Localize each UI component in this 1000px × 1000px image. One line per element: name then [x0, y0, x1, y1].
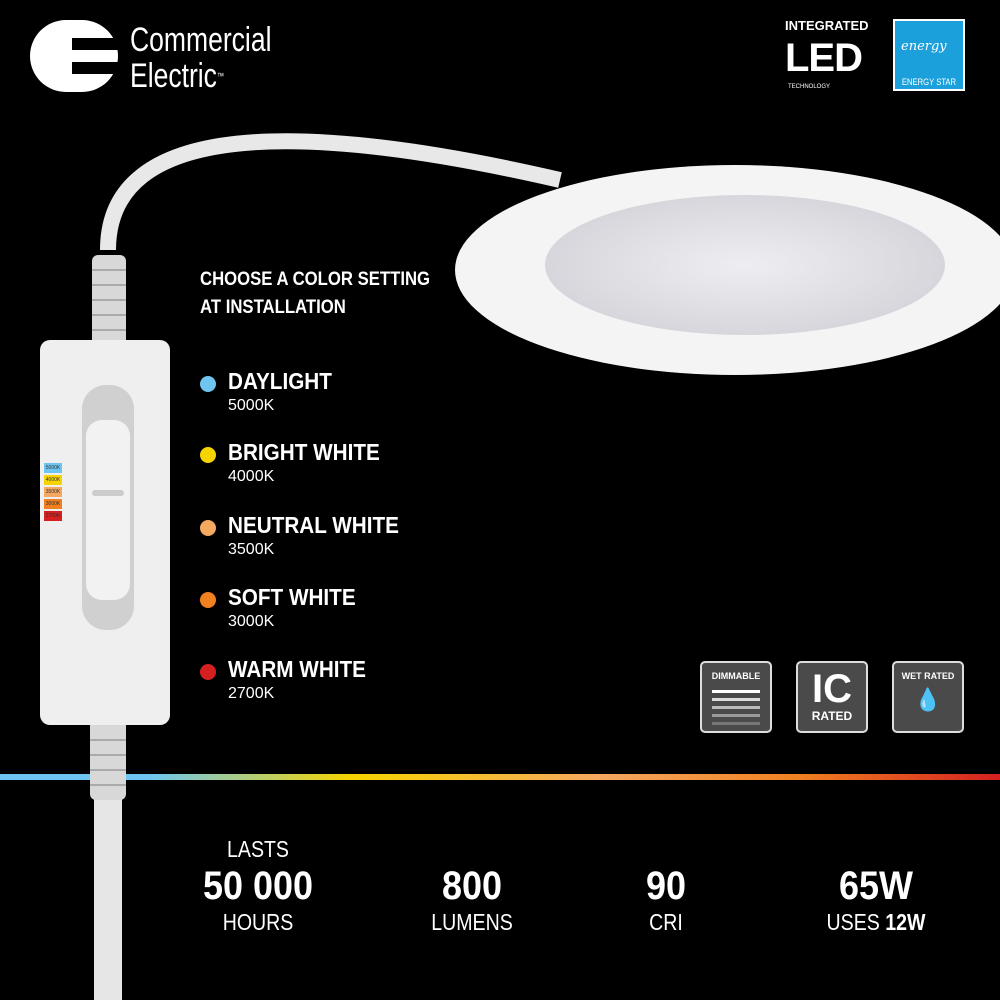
dimmer-lines-icon	[712, 690, 760, 725]
spec-cri: 90 CRI	[645, 864, 687, 935]
cord	[100, 133, 562, 251]
led-logo: LED	[785, 36, 863, 80]
swatch-3500k: 3500K	[44, 487, 62, 497]
technology-label: TECHNOLOGY	[788, 84, 831, 90]
downlight-lens	[545, 195, 945, 335]
ic-rated-badge: IC RATED	[796, 661, 868, 733]
brand-name: Commercial Electric™	[130, 21, 272, 95]
color-dot	[200, 592, 216, 608]
color-selector-switch	[86, 420, 130, 600]
color-spectrum-line	[0, 774, 1000, 780]
energy-star-logo: energy ENERGY STAR	[893, 19, 965, 91]
color-dot	[200, 376, 216, 392]
spec-wattage: 65W USES 12W	[826, 864, 926, 935]
swatch-3000k: 3000K	[44, 499, 62, 509]
wet-rated-badge: WET RATED 💧	[892, 661, 964, 733]
color-dot	[200, 520, 216, 536]
dimmable-badge: DIMMABLE	[700, 661, 772, 733]
water-drops-icon: 💧	[914, 687, 942, 712]
integrated-label: INTEGRATED	[785, 18, 869, 33]
swatch-4000k: 4000K	[44, 475, 62, 485]
swatch-5000k: 5000K	[44, 463, 62, 473]
heading: CHOOSE A COLOR SETTING AT INSTALLATION	[200, 269, 431, 318]
swatch-2700k: 2700K	[44, 511, 62, 521]
brand-logo-mark	[30, 20, 122, 92]
color-dot	[200, 664, 216, 680]
spec-lumens: 800 LUMENS	[431, 864, 513, 935]
color-dot	[200, 447, 216, 463]
cord-lower	[94, 790, 122, 1000]
spec-lifetime: LASTS 50 000 HOURS	[202, 836, 314, 935]
